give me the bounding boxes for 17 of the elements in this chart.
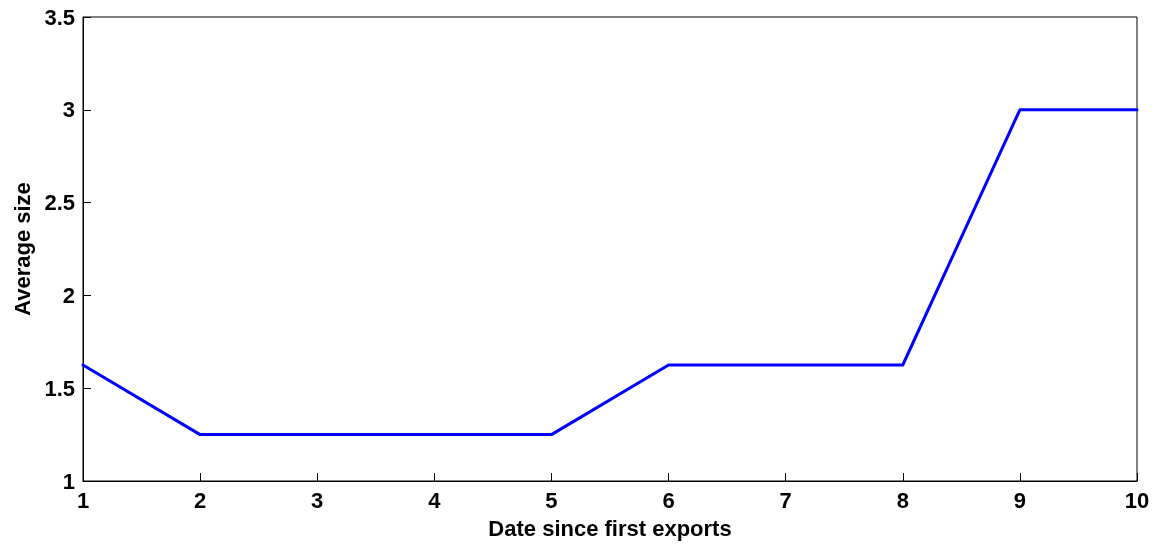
- x-tick-label: 8: [896, 487, 909, 513]
- x-tick-label: 7: [779, 487, 792, 513]
- x-tick-label: 3: [311, 487, 324, 513]
- x-tick-label: 6: [662, 487, 675, 513]
- x-tick-label: 2: [193, 487, 207, 513]
- y-tick-label: 2: [62, 282, 75, 308]
- y-tick-label: 1: [62, 468, 75, 494]
- x-axis-title: Date since first exports: [488, 515, 732, 541]
- y-tick-label: 2.5: [44, 190, 75, 216]
- x-tick-label: 10: [1124, 487, 1150, 513]
- x-tick-label: 5: [545, 487, 558, 513]
- y-tick-label: 3.5: [44, 4, 75, 30]
- y-axis-title: Average size: [10, 182, 36, 316]
- x-tick-label: 4: [428, 487, 442, 513]
- y-tick-label: 1.5: [44, 375, 75, 401]
- x-tick-label: 9: [1013, 487, 1027, 513]
- y-tick-label: 3: [62, 97, 75, 123]
